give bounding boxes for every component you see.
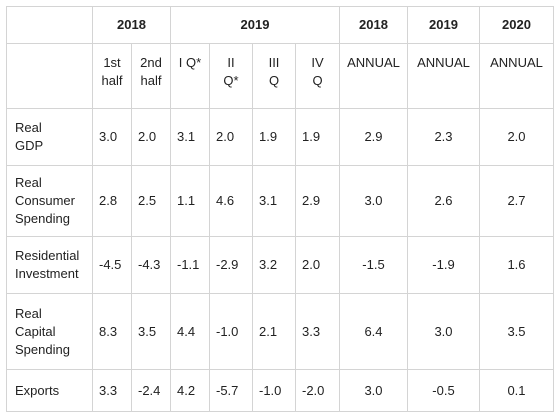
cell-text-line: Real bbox=[15, 175, 42, 190]
cell-text-line: Consumer bbox=[15, 193, 75, 208]
value-cell: 1.9 bbox=[252, 108, 296, 166]
year-header-2019-annual: 2019 bbox=[407, 6, 480, 44]
table-row: Real GDP 3.0 2.0 3.1 2.0 1.9 1.9 2.9 2.3 2.0 bbox=[6, 108, 554, 166]
cell-text-line: 2nd bbox=[140, 55, 162, 70]
cell-text-line: 1st bbox=[103, 55, 121, 70]
table-row: Residential Investment -4.5 -4.3 -1.1 -2.9 3.2… bbox=[6, 236, 554, 294]
table-row: Exports 3.3 -2.4 4.2 -5.7 -1.0 -2.0 3.0 -0.5 0.1 bbox=[6, 369, 554, 412]
row-label: Exports bbox=[6, 369, 93, 412]
value-cell: 1.6 bbox=[479, 236, 554, 294]
cell-text-line: IV bbox=[311, 55, 324, 70]
value-cell: 3.5 bbox=[131, 293, 171, 370]
value-cell: -4.5 bbox=[92, 236, 132, 294]
cell-text-line: Investment bbox=[15, 266, 79, 281]
value-cell: 6.4 bbox=[339, 293, 408, 370]
value-cell: -5.7 bbox=[209, 369, 253, 412]
value-cell: 2.5 bbox=[131, 165, 171, 237]
value-cell: 3.2 bbox=[252, 236, 296, 294]
value-cell: 2.8 bbox=[92, 165, 132, 237]
cell-text-line: Real bbox=[15, 120, 42, 135]
row-label: Real Consumer Spending bbox=[6, 165, 93, 237]
table-row: Real Capital Spending 8.3 3.5 4.4 -1.0 2.1 3.3 6.… bbox=[6, 293, 554, 370]
cell-text-line: half bbox=[101, 73, 123, 88]
period-header: ANNUAL bbox=[479, 43, 554, 109]
value-cell: 0.1 bbox=[479, 369, 554, 412]
value-cell: -4.3 bbox=[131, 236, 171, 294]
forecast-table: 2018 2019 2018 2019 2020 1st half 2nd half… bbox=[6, 6, 554, 412]
value-cell: -2.0 bbox=[295, 369, 340, 412]
value-cell: 2.9 bbox=[339, 108, 408, 166]
value-cell: 2.3 bbox=[407, 108, 480, 166]
value-cell: 8.3 bbox=[92, 293, 132, 370]
value-cell: 3.1 bbox=[252, 165, 296, 237]
value-cell: 2.0 bbox=[479, 108, 554, 166]
year-header-2018-halves: 2018 bbox=[92, 6, 171, 44]
value-cell: 2.0 bbox=[295, 236, 340, 294]
cell-text-line: Exports bbox=[15, 382, 60, 398]
corner-cell-2 bbox=[6, 43, 93, 109]
period-header: 2nd half bbox=[131, 43, 171, 109]
year-header-2019-quarters: 2019 bbox=[170, 6, 340, 44]
value-cell: 4.4 bbox=[170, 293, 210, 370]
cell-text-line: III bbox=[268, 55, 280, 70]
value-cell: -2.4 bbox=[131, 369, 171, 412]
table-row: Real Consumer Spending 2.8 2.5 1.1 4.6 3.1 2.9 3.… bbox=[6, 165, 554, 237]
cell-text-line: Spending bbox=[15, 211, 70, 226]
period-header-row: 1st half 2nd half I Q* II Q* III Q IV Q ANNUA… bbox=[6, 43, 554, 109]
value-cell: -1.9 bbox=[407, 236, 480, 294]
value-cell: 2.7 bbox=[479, 165, 554, 237]
value-cell: -1.1 bbox=[170, 236, 210, 294]
cell-text-line: Spending bbox=[15, 341, 70, 357]
cell-text-line: GDP bbox=[15, 138, 44, 153]
value-cell: 2.9 bbox=[295, 165, 340, 237]
row-label: Real GDP bbox=[6, 108, 93, 166]
value-cell: 3.0 bbox=[407, 293, 480, 370]
period-header: II Q* bbox=[209, 43, 253, 109]
cell-text-line: half bbox=[140, 73, 162, 88]
cell-text-line: Q bbox=[268, 73, 280, 88]
value-cell: 3.3 bbox=[295, 293, 340, 370]
year-header-2020-annual: 2020 bbox=[479, 6, 554, 44]
value-cell: 1.9 bbox=[295, 108, 340, 166]
value-cell: 3.3 bbox=[92, 369, 132, 412]
value-cell: 3.5 bbox=[479, 293, 554, 370]
value-cell: -1.5 bbox=[339, 236, 408, 294]
value-cell: -1.0 bbox=[252, 369, 296, 412]
value-cell: 4.2 bbox=[170, 369, 210, 412]
value-cell: 2.0 bbox=[131, 108, 171, 166]
row-label: Real Capital Spending bbox=[6, 293, 93, 370]
value-cell: 4.6 bbox=[209, 165, 253, 237]
value-cell: -0.5 bbox=[407, 369, 480, 412]
value-cell: 2.1 bbox=[252, 293, 296, 370]
year-header-2018-annual: 2018 bbox=[339, 6, 408, 44]
period-header: ANNUAL bbox=[407, 43, 480, 109]
period-header: IV Q bbox=[295, 43, 340, 109]
period-header: III Q bbox=[252, 43, 296, 109]
cell-text-line: II bbox=[227, 55, 235, 70]
row-label: Residential Investment bbox=[6, 236, 93, 294]
cell-text-line: Q bbox=[312, 73, 323, 88]
cell-text-line: Residential bbox=[15, 248, 80, 263]
value-cell: 1.1 bbox=[170, 165, 210, 237]
year-header-row: 2018 2019 2018 2019 2020 bbox=[6, 6, 554, 44]
value-cell: 3.0 bbox=[339, 369, 408, 412]
period-header: ANNUAL bbox=[339, 43, 408, 109]
value-cell: 2.0 bbox=[209, 108, 253, 166]
value-cell: -1.0 bbox=[209, 293, 253, 370]
cell-text-line: Capital bbox=[15, 323, 56, 339]
value-cell: 3.0 bbox=[339, 165, 408, 237]
value-cell: 3.0 bbox=[92, 108, 132, 166]
cell-text-line: Q* bbox=[223, 73, 239, 88]
value-cell: 3.1 bbox=[170, 108, 210, 166]
period-header: 1st half bbox=[92, 43, 132, 109]
corner-cell bbox=[6, 6, 93, 44]
cell-text-line: I Q* bbox=[178, 55, 202, 70]
value-cell: -2.9 bbox=[209, 236, 253, 294]
value-cell: 2.6 bbox=[407, 165, 480, 237]
cell-text-line: Real bbox=[15, 305, 42, 321]
period-header: I Q* bbox=[170, 43, 210, 109]
